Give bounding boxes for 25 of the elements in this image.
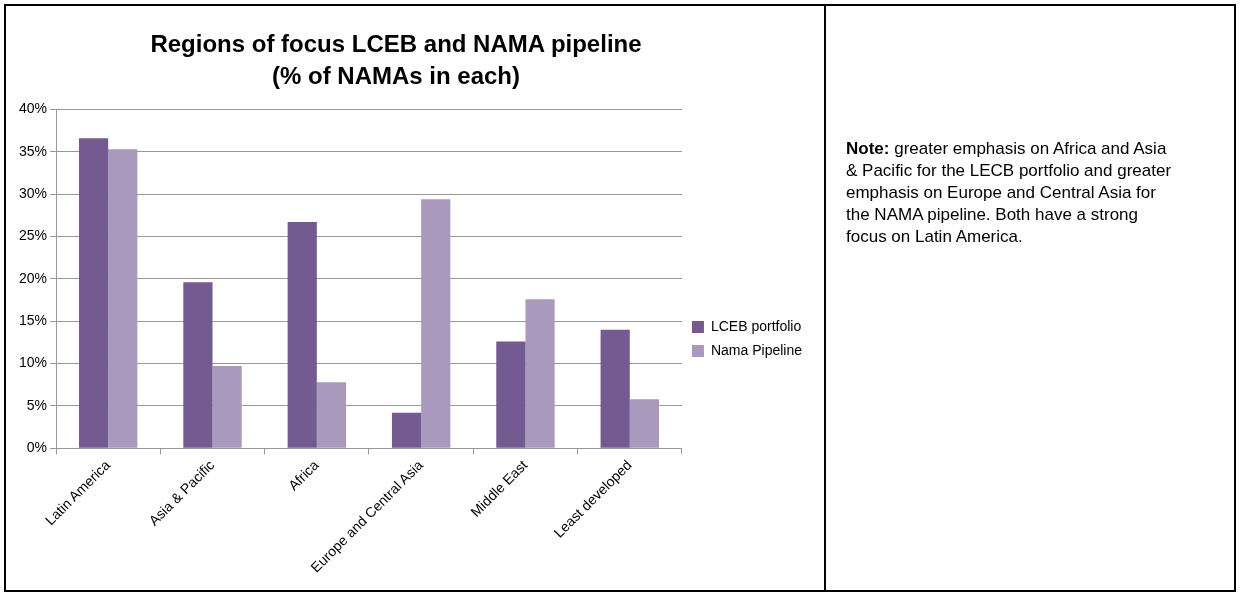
bar: [525, 299, 555, 448]
y-tick-label: 5%: [26, 396, 48, 413]
y-tick-label: 30%: [18, 184, 48, 201]
bar: [287, 222, 317, 448]
y-tick-label: 20%: [18, 269, 48, 286]
y-tick-label: 40%: [18, 100, 48, 117]
chart-title: Regions of focus LCEB and NAMA pipeline (% of NAMAs in each): [149, 29, 643, 91]
legend-label: Nama Pipeline: [710, 341, 803, 358]
bar: [316, 382, 347, 448]
y-tick-label: 15%: [18, 312, 48, 329]
text: Note: greater emphasis on Africa and Asia & Pacific for the LECB portfolio and greater emphasis on Europe and Central Asia for the NAMA pipeline. Both have a strong focus on Latin America.: [846, 138, 1173, 248]
bar: [78, 138, 109, 448]
y-tick-label: 10%: [18, 354, 48, 371]
bar: [496, 341, 526, 448]
legend-label: LCEB portfolio: [710, 317, 802, 334]
y-tick-label: 35%: [18, 142, 48, 159]
y-tick-label: 0%: [26, 439, 48, 456]
bar: [212, 366, 242, 448]
bar: [108, 149, 138, 448]
y-tick-label: 25%: [18, 227, 48, 244]
bar: [600, 329, 630, 448]
bar: [391, 412, 422, 448]
bar: [421, 199, 451, 448]
bar: [183, 282, 213, 448]
bar: [629, 399, 659, 448]
